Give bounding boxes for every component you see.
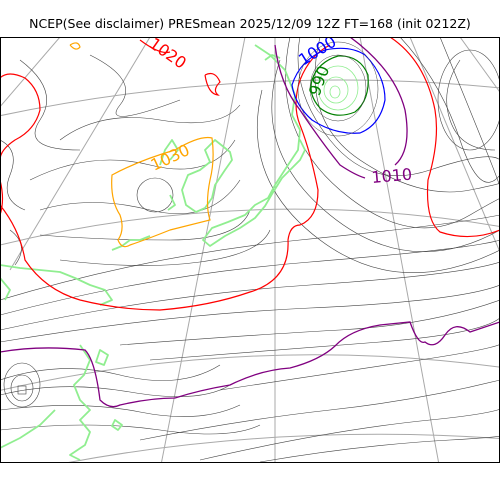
graticule-line [0, 208, 500, 246]
isobar [119, 299, 500, 346]
isobar [437, 49, 500, 151]
graticule-line [459, 37, 500, 94]
isobar [0, 384, 231, 397]
contour-label-1020: 1020 [146, 37, 190, 73]
graticule-line [0, 354, 500, 391]
pressure-map: 1000 990 1030 1010 1020 [0, 37, 500, 463]
isobar [399, 37, 500, 183]
isobar [89, 54, 181, 117]
isobar [39, 179, 241, 215]
isobar [219, 340, 500, 391]
isobar [271, 59, 500, 253]
isobar [0, 424, 261, 435]
isobar [17, 385, 27, 395]
chart-title: NCEP(See disclaimer) PRESmean 2025/12/09… [29, 16, 471, 31]
graticule-line [160, 37, 246, 463]
coastline-canada [0, 139, 179, 461]
isobar [0, 364, 221, 381]
isobar [285, 37, 500, 229]
contour-label-1010: 1010 [371, 165, 413, 187]
isobar [297, 37, 500, 177]
graticule-line [9, 37, 151, 271]
isobar [59, 104, 241, 141]
low-center-rings [317, 65, 359, 111]
isobar [136, 177, 174, 213]
graticule-line [62, 433, 500, 463]
graticule [0, 37, 500, 463]
isobars [0, 37, 500, 463]
contour-label-990: 990 [305, 63, 333, 98]
isobar [0, 239, 500, 316]
isobar [0, 284, 500, 343]
graticule-line [409, 37, 500, 254]
coastline [0, 44, 306, 461]
isobar [0, 404, 241, 417]
coastline-arctic [111, 54, 281, 251]
isobar [149, 317, 500, 361]
isobar-1020-red [0, 37, 500, 311]
coastline-greenland [181, 44, 306, 247]
isobar [256, 89, 500, 274]
isobar [329, 85, 341, 99]
isobar [446, 59, 496, 151]
isobar [139, 379, 500, 441]
graticule-line [0, 79, 500, 117]
isobar [19, 59, 81, 151]
isobar [0, 139, 26, 211]
isobar [199, 400, 500, 461]
isobar [10, 374, 34, 402]
isobar [259, 430, 500, 463]
graticule-line [359, 37, 440, 463]
isobar [314, 37, 500, 193]
isobar [29, 139, 236, 181]
isobar-1010-purple [0, 37, 500, 408]
graticule-line [0, 37, 61, 108]
isobar [0, 261, 500, 331]
isobar [309, 54, 367, 122]
isobar [297, 41, 379, 137]
low-center-gray-rings [297, 41, 379, 137]
isobar-1030-orange [69, 42, 214, 248]
isobar [439, 37, 500, 201]
isobar [323, 76, 349, 104]
isobar [317, 65, 359, 111]
contour-label-1030: 1030 [148, 140, 193, 174]
pressure-map-svg: 1000 990 1030 1010 1020 [0, 37, 500, 463]
isobar [3, 362, 41, 408]
isobar-1000-blue [291, 47, 386, 134]
isobar [39, 209, 251, 241]
isobar [59, 229, 271, 266]
isobar-990-green [310, 55, 369, 116]
